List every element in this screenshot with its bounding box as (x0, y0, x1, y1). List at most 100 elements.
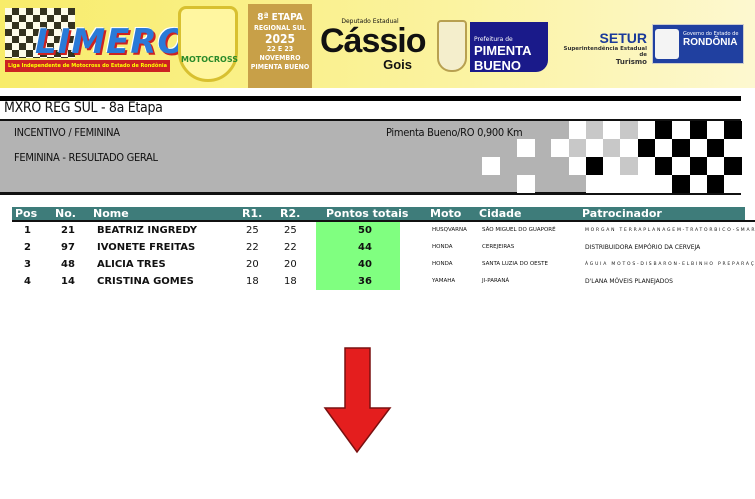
divider (0, 96, 741, 101)
moto-cell: HUSQVARNA (432, 227, 467, 233)
r2-cell: 18 (284, 276, 297, 287)
header-patrocinador: Patrocinador (582, 207, 662, 220)
checkered-flag-cell (637, 121, 656, 139)
cidade-cell: CEREJEIRAS (482, 244, 515, 250)
cidade-cell: JI-PARANÁ (482, 278, 510, 284)
r1-cell: 25 (246, 225, 259, 236)
checkered-flag-cell (568, 157, 587, 175)
checkered-flag-cell (724, 121, 743, 139)
sponsor-banner: LIMERO Liga Independente de Motocross do… (0, 0, 755, 88)
checkered-flag-cell (482, 157, 500, 175)
total-column-highlight (316, 222, 400, 290)
table-header: Pos No. Nome R1. R2. Pontos totais Moto … (12, 207, 745, 221)
divider (12, 220, 755, 222)
r2-cell: 25 (284, 225, 297, 236)
name-cell: BEATRIZ INGREDY (97, 225, 198, 236)
coat-of-arms-icon (437, 20, 467, 72)
checkered-flag-cell (689, 121, 708, 139)
checkered-flag-cell (620, 175, 639, 193)
limero-logo: LIMERO Liga Independente de Motocross do… (5, 8, 186, 80)
checkered-flag-cell (637, 139, 656, 157)
checkered-flag-cell (706, 139, 725, 157)
prefeitura-label: Prefeitura de (474, 36, 513, 43)
moto-cell: HONDA (432, 244, 453, 250)
checkered-flag-cell (672, 139, 691, 157)
event-title: MXRO REG SUL - 8a Etapa (4, 100, 163, 116)
table-row: 3 48 ALICIA TRES 20 20 40 HONDA SANTA LUZIA DO … (0, 256, 755, 273)
checkered-flag-cell (637, 157, 656, 175)
pos-cell: 1 (24, 225, 31, 236)
name-cell: ALICIA TRES (97, 259, 166, 270)
r1-cell: 20 (246, 259, 259, 270)
prefeitura-name: PIMENTA BUENO (474, 43, 532, 73)
red-down-arrow-icon (323, 347, 392, 454)
header-r2: R2. (280, 207, 301, 220)
total-cell: 44 (358, 242, 372, 253)
checkered-flag-cell (603, 175, 622, 193)
cidade-cell: SANTA LUZIA DO OESTE (482, 261, 548, 267)
etapa-year: 2025 (264, 32, 296, 46)
total-cell: 50 (358, 225, 372, 236)
pos-cell: 2 (24, 242, 31, 253)
checkered-flag-cell (655, 175, 673, 193)
checkered-flag-cell (585, 139, 604, 157)
deputado-label: Deputado Estadual (341, 18, 399, 25)
checkered-flag-cell (706, 121, 725, 139)
checkered-flag-cell (724, 175, 743, 193)
patrocinador-cell: DISTRIBUIDORA EMPÓRIO DA CERVEJA (585, 244, 701, 251)
header-cidade: Cidade (479, 207, 522, 220)
header-total: Pontos totais (326, 207, 409, 220)
limero-tagline: Liga Independente de Motocross do Estado… (5, 60, 170, 72)
etapa-number: 8ª ETAPA (257, 12, 303, 23)
checkered-flag-cell (620, 121, 639, 139)
checkered-flag-cell (655, 139, 673, 157)
r1-cell: 22 (246, 242, 259, 253)
location-label: Pimenta Bueno/RO 0,900 Km (386, 126, 523, 139)
checkered-flag-cell (585, 121, 604, 139)
checkered-flag-cell (551, 139, 570, 157)
governo-rondonia-logo: Governo do Estado de RONDÔNIA (652, 24, 744, 64)
number-cell: 21 (61, 225, 75, 236)
header-no: No. (55, 207, 76, 220)
checkered-flag-cell (516, 175, 535, 193)
checkered-flag-cell (655, 121, 673, 139)
header-r1: R1. (242, 207, 263, 220)
setur-sub2: Turismo (615, 58, 647, 66)
checkered-flag-cell (706, 175, 725, 193)
checkered-flag-cell (689, 175, 708, 193)
checkered-flag-cell (672, 157, 691, 175)
name-cell: IVONETE FREITAS (97, 242, 196, 253)
limero-logo-text: LIMERO (35, 22, 188, 62)
checkered-flag-icon (5, 8, 75, 58)
etapa-region: REGIONAL SUL (253, 24, 307, 32)
setur-title: SETUR (599, 30, 647, 46)
total-cell: 36 (358, 276, 372, 287)
checkered-flag-cell (637, 175, 656, 193)
checkered-flag-cell (689, 139, 708, 157)
checkered-flag-cell (689, 157, 708, 175)
checkered-flag-cell (516, 139, 535, 157)
checkered-flag-cell (620, 157, 639, 175)
r1-cell: 18 (246, 276, 259, 287)
category-label: INCENTIVO / FEMININA (14, 126, 120, 139)
number-cell: 14 (61, 276, 75, 287)
checkered-flag-cell (603, 139, 622, 157)
header-pos: Pos (15, 207, 38, 220)
checkered-flag-cell (724, 139, 743, 157)
governo-label: Governo do Estado de (683, 31, 739, 37)
table-row: 2 97 IVONETE FREITAS 22 22 44 HONDA CEREJEIRAS D… (0, 239, 755, 256)
checkered-flag-cell (603, 121, 622, 139)
motocross-badge: MOTOCROSS (178, 6, 238, 82)
header-nome: Nome (93, 207, 129, 220)
setur-sub: Superintendência Estadual de (563, 46, 647, 58)
results-subtitle: FEMININA - RESULTADO GERAL (14, 151, 158, 164)
number-cell: 48 (61, 259, 75, 270)
patrocinador-cell: MORGAN TERRAPLANAGEM-TRATORBICO-SMART GU (585, 228, 755, 233)
checkered-flag-cell (620, 139, 639, 157)
table-row: 4 14 CRISTINA GOMES 18 18 36 YAMAHA JI-PARANÁ D'… (0, 273, 755, 290)
state-seal-icon (655, 29, 679, 59)
checkered-flag-cell (585, 157, 604, 175)
checkered-flag-cell (568, 139, 587, 157)
moto-cell: HONDA (432, 261, 453, 267)
deputado-logo: Deputado Estadual Cássio Gois (320, 18, 427, 72)
